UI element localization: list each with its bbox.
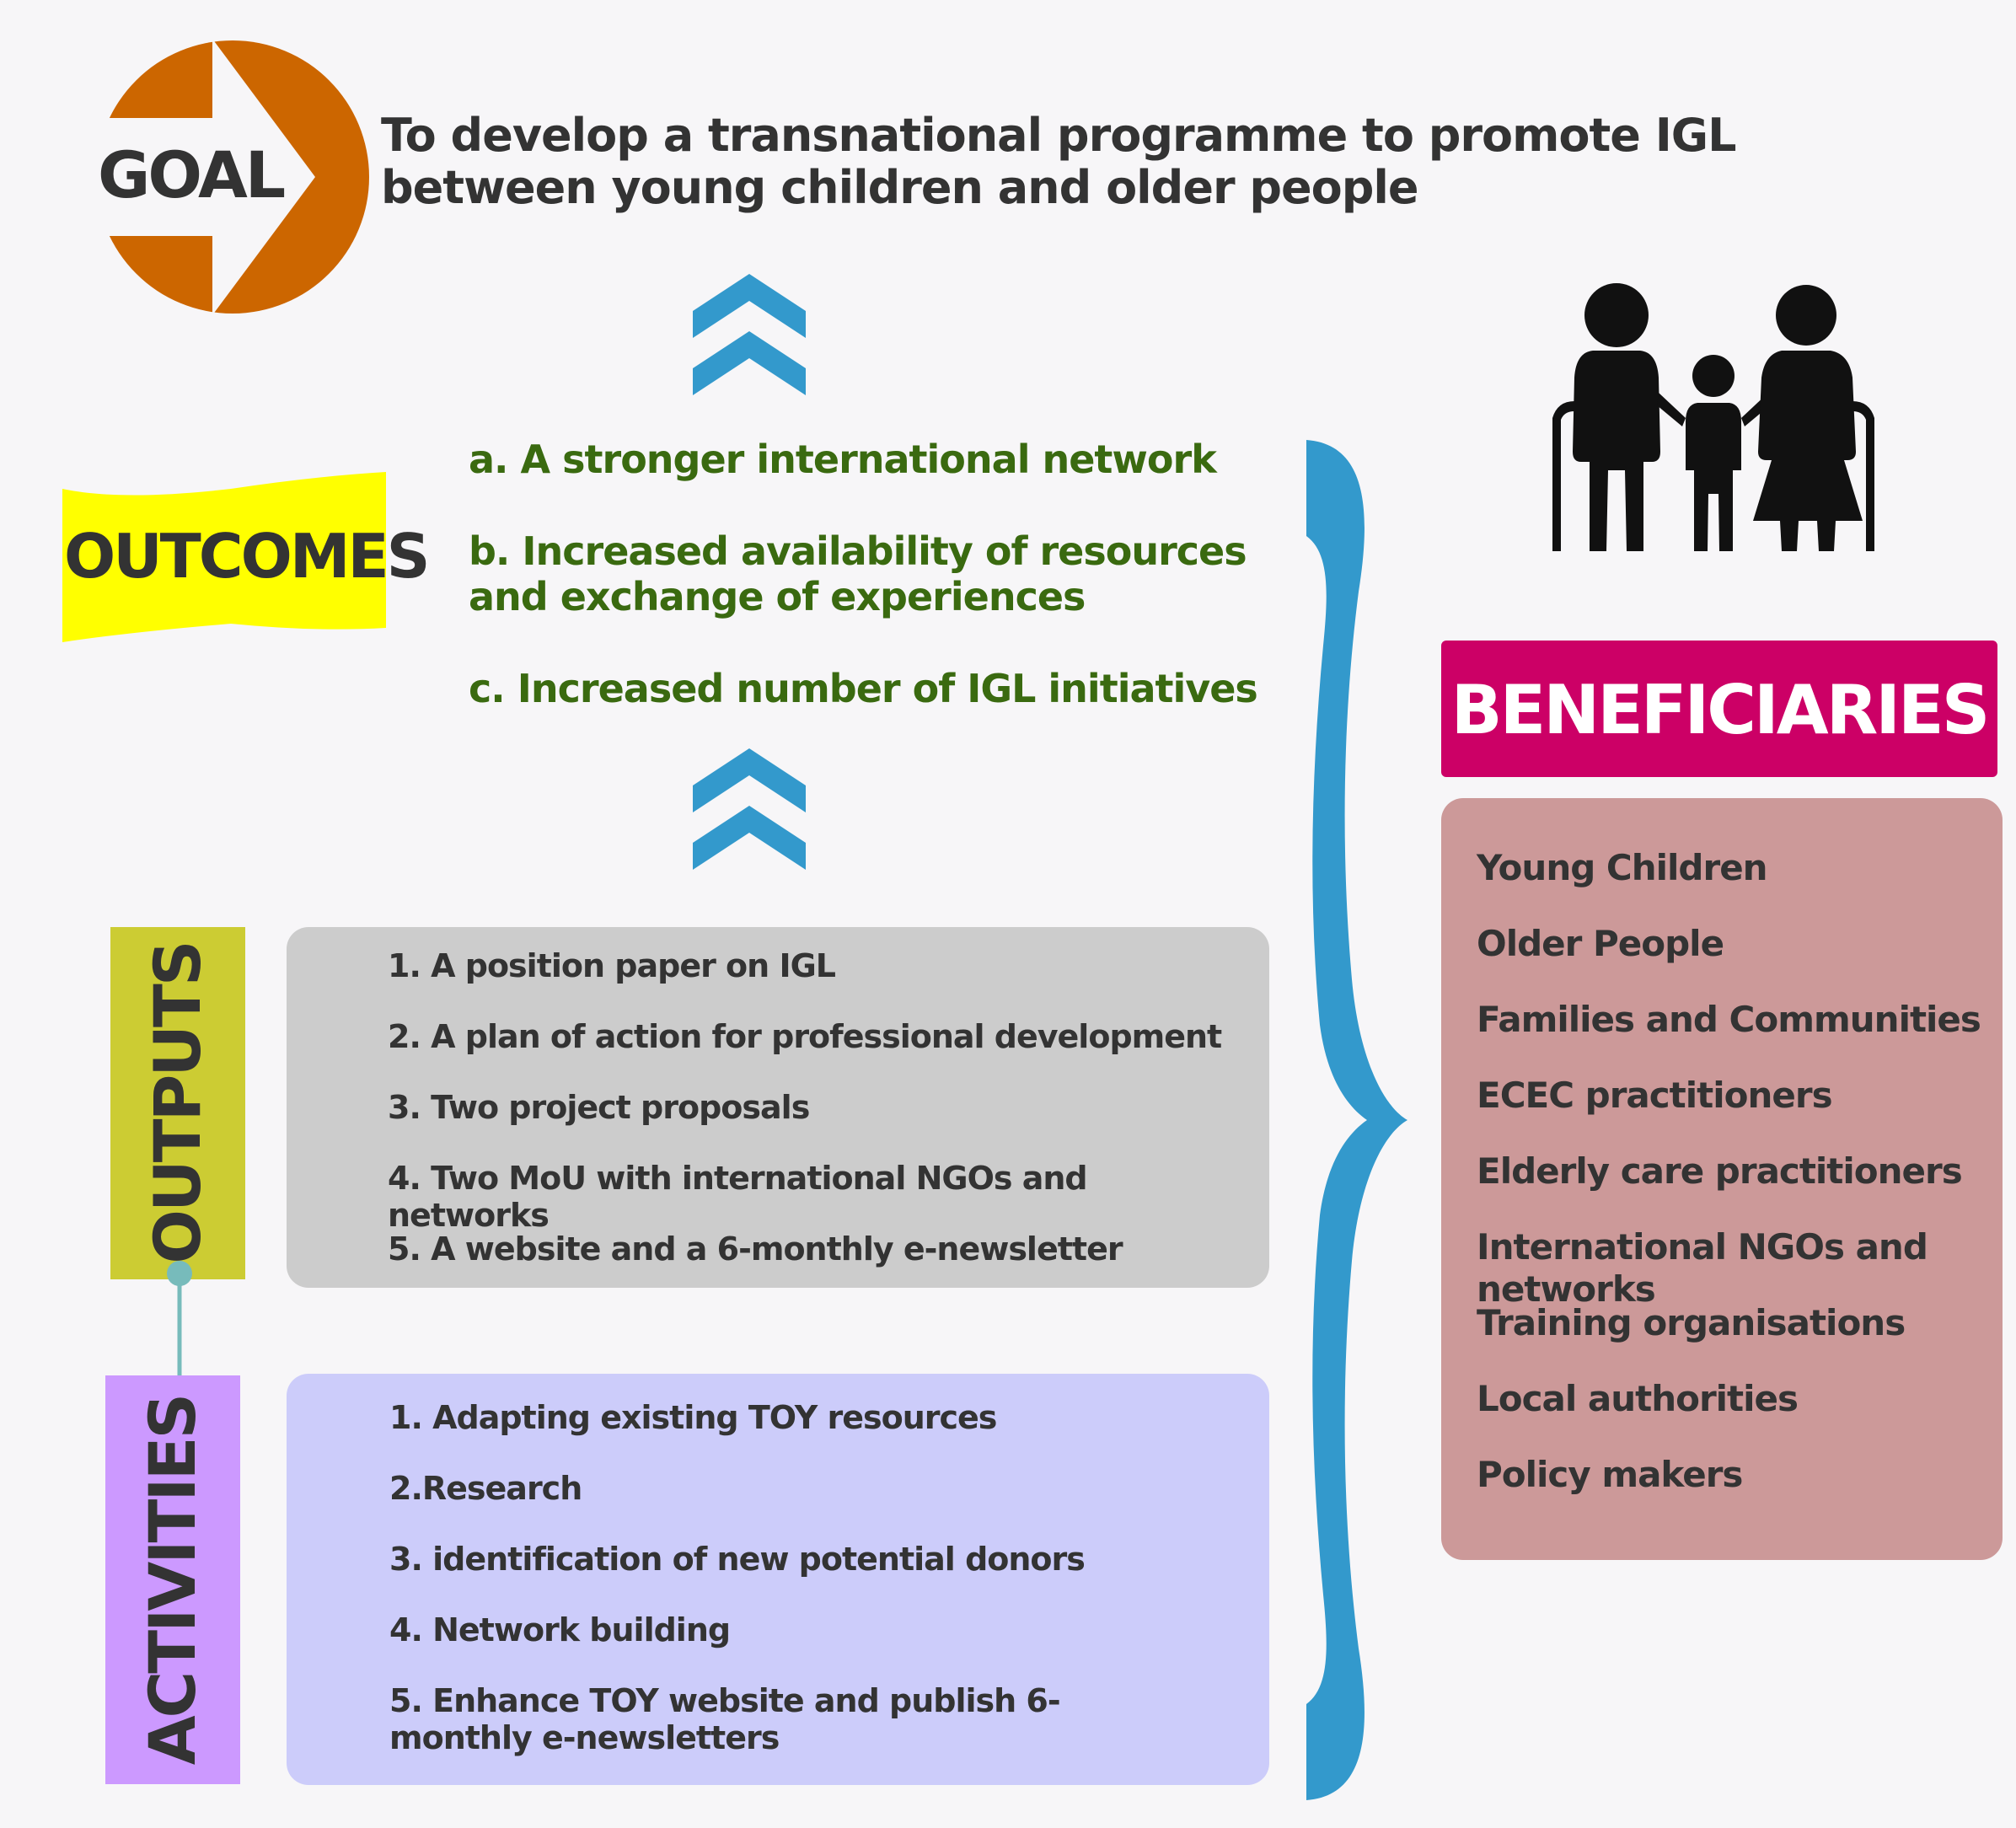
beneficiary-item: Elderly care practitioners [1477, 1150, 1963, 1192]
output-item: 4. Two MoU with international NGOs and n… [388, 1160, 1088, 1234]
activity-item: 3. identification of new potential donor… [389, 1541, 1086, 1578]
beneficiary-item: ECEC practitioners [1477, 1075, 1833, 1116]
beneficiary-item: Training organisations [1477, 1302, 1906, 1343]
outputs-box: 1. A position paper on IGL 2. A plan of … [287, 927, 1269, 1288]
beneficiaries-title: BENEFICIARIES [1450, 671, 1991, 749]
activity-item: 4. Network building [389, 1611, 731, 1648]
beneficiary-item: Policy makers [1477, 1454, 1743, 1495]
activity-item: 2.Research [389, 1470, 582, 1507]
family-icon [1552, 283, 1874, 551]
outputs-tab: OUTPUTS [110, 927, 245, 1279]
output-item: 3. Two project proposals [388, 1089, 810, 1126]
activities-label: ACTIVITIES [135, 1395, 210, 1765]
beneficiary-item: Local authorities [1477, 1378, 1799, 1419]
goal-arrow-icon [96, 39, 369, 315]
outcomes-banner [62, 472, 386, 642]
curly-brace-icon [1306, 440, 1407, 1800]
beneficiaries-list: Young Children Older People Families and… [1441, 798, 2003, 1560]
activity-item: 5. Enhance TOY website and publish 6-mon… [389, 1682, 1061, 1756]
outcome-b: b. Increased availability of resources a… [469, 528, 1247, 619]
outcome-a: a. A stronger international network [469, 437, 1217, 482]
outcomes-label: OUTCOMES [64, 521, 431, 592]
chevron-up-icon [693, 274, 806, 395]
outputs-label: OUTPUTS [140, 942, 215, 1264]
outcome-c: c. Increased number of IGL initiatives [469, 666, 1258, 711]
chevron-up-icon [693, 748, 806, 870]
tab-connector [167, 1261, 192, 1394]
beneficiaries-header: BENEFICIARIES [1441, 641, 1997, 777]
beneficiary-item: Young Children [1477, 847, 1768, 888]
beneficiary-item: International NGOs and networks [1477, 1226, 1928, 1310]
goal-label: GOAL [98, 137, 286, 212]
beneficiary-item: Families and Communities [1477, 999, 1981, 1040]
output-item: 5. A website and a 6-monthly e-newslette… [388, 1230, 1123, 1268]
goal-text: To develop a transnational programme to … [381, 109, 1737, 214]
activities-box: 1. Adapting existing TOY resources 2.Res… [287, 1374, 1269, 1785]
output-item: 1. A position paper on IGL [388, 947, 836, 984]
beneficiary-item: Older People [1477, 923, 1724, 964]
output-item: 2. A plan of action for professional dev… [388, 1018, 1222, 1055]
activities-tab: ACTIVITIES [105, 1375, 240, 1784]
activity-item: 1. Adapting existing TOY resources [389, 1399, 997, 1436]
